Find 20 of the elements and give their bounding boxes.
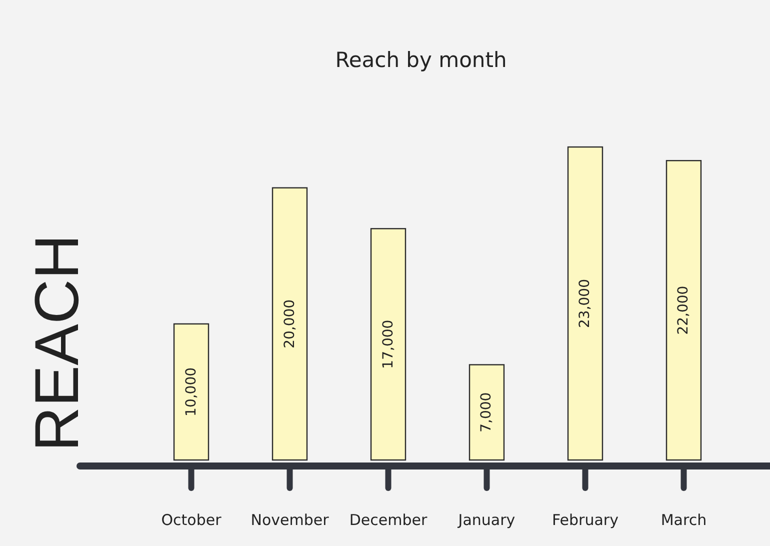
data-label: 10,000 bbox=[183, 367, 200, 416]
x-tick-label: February bbox=[552, 511, 619, 529]
x-tick-label: January bbox=[457, 511, 516, 529]
chart-title: Reach by month bbox=[335, 48, 507, 72]
data-label: 22,000 bbox=[676, 286, 692, 335]
bar bbox=[370, 228, 406, 461]
bar bbox=[272, 187, 308, 461]
x-tick-label: October bbox=[161, 511, 222, 529]
bar bbox=[173, 323, 210, 461]
bar bbox=[468, 364, 505, 461]
x-tick-label: March bbox=[660, 511, 707, 529]
data-label: 7,000 bbox=[478, 392, 495, 432]
bar bbox=[666, 160, 702, 461]
x-tick-label: November bbox=[250, 511, 330, 529]
data-label: 17,000 bbox=[380, 320, 396, 369]
x-tick-label: December bbox=[349, 511, 428, 529]
data-label: 20,000 bbox=[282, 299, 298, 348]
y-axis-title: REACH bbox=[23, 234, 92, 452]
bar bbox=[567, 146, 604, 461]
data-label: 23,000 bbox=[577, 279, 594, 328]
